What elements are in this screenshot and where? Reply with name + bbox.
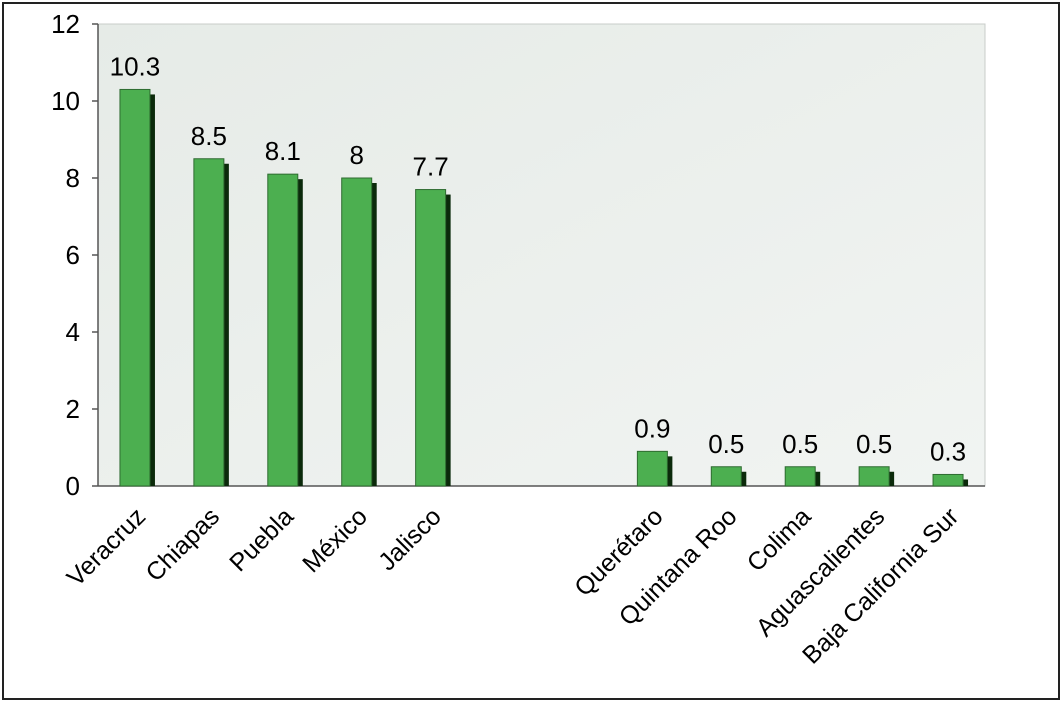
- data-label: 0.5: [782, 429, 818, 459]
- data-label: 0.9: [634, 413, 670, 443]
- category-label: Colima: [742, 502, 817, 577]
- category-label: México: [297, 502, 373, 578]
- bar: [193, 158, 225, 487]
- y-tick-label: 8: [66, 163, 80, 193]
- category-label: Veracruz: [62, 502, 152, 592]
- y-tick-label: 6: [66, 240, 80, 270]
- data-label: 10.3: [110, 51, 161, 81]
- bar: [710, 466, 742, 487]
- y-tick-labels: 0 2 4 6 8 10 12: [51, 9, 98, 501]
- y-tick-label: 4: [66, 317, 80, 347]
- bar: [636, 450, 668, 487]
- bar: [932, 473, 964, 487]
- bar: [267, 173, 299, 487]
- bar: [415, 189, 447, 487]
- data-label: 0.3: [930, 436, 966, 466]
- data-label: 8.5: [191, 121, 227, 151]
- plot-area: [97, 23, 986, 487]
- bar: [341, 177, 373, 487]
- bar: [858, 466, 890, 487]
- data-label: 0.5: [856, 429, 892, 459]
- y-tick-label: 10: [51, 86, 80, 116]
- y-tick-label: 12: [51, 9, 80, 39]
- y-tick-label: 0: [66, 471, 80, 501]
- data-label: 8.1: [265, 136, 301, 166]
- category-label: Aguascalientes: [751, 502, 891, 642]
- data-label: 0.5: [708, 429, 744, 459]
- category-label: Chiapas: [140, 502, 225, 587]
- bar: [784, 466, 816, 487]
- category-label: Puebla: [224, 502, 299, 577]
- category-label: Jalisco: [373, 502, 447, 576]
- data-label: 8: [349, 140, 363, 170]
- bar: [119, 88, 151, 487]
- bars: [119, 88, 969, 487]
- data-labels: 10.3 8.5 8.1 8 7.7 0.9 0.5 0.5 0.5 0.3: [110, 51, 966, 466]
- data-label: 7.7: [413, 152, 449, 182]
- y-tick-label: 2: [66, 394, 80, 424]
